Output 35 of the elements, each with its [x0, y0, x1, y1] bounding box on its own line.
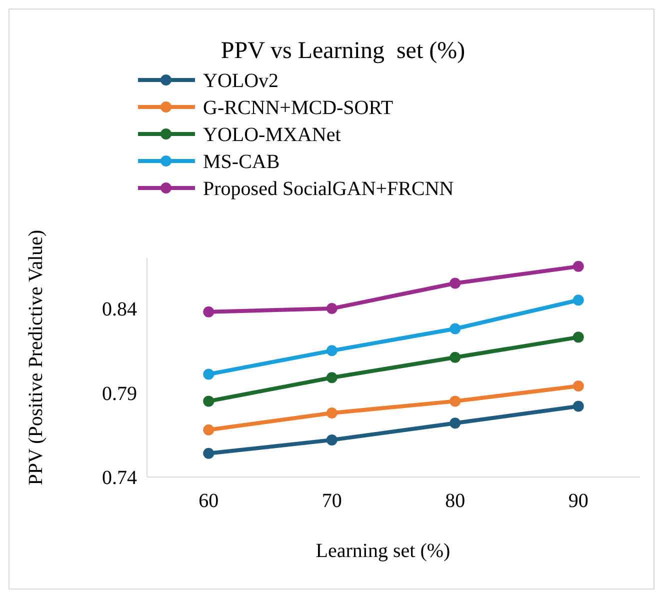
point: [203, 306, 214, 318]
point: [326, 303, 338, 314]
point: [572, 380, 584, 392]
legend-label: YOLOv2: [203, 70, 279, 92]
point: [450, 418, 461, 429]
legend-label: YOLO-MXANet: [203, 124, 342, 146]
point: [450, 396, 461, 407]
y-tick-label: 0.79: [102, 382, 137, 405]
legend-label: MS-CAB: [203, 151, 280, 173]
point: [203, 424, 214, 436]
point: [450, 323, 461, 334]
y-tick-label: 0.84: [102, 298, 137, 321]
chart-title: PPV vs Learning set (%): [220, 38, 466, 64]
point: [572, 332, 584, 343]
point: [572, 260, 584, 272]
y-tick-label: 0.74: [102, 467, 137, 489]
x-tick-label: 70: [322, 490, 342, 512]
point: [450, 352, 461, 363]
x-tick-label: 90: [568, 490, 588, 512]
point: [572, 400, 584, 412]
point: [203, 368, 214, 380]
point: [326, 407, 338, 418]
point: [572, 294, 584, 306]
point: [450, 278, 461, 289]
x-axis-title: Learning set (%): [316, 540, 450, 562]
legend-label: Proposed SocialGAN+FRCNN: [203, 178, 454, 200]
point: [326, 372, 338, 384]
legend-label: G-RCNN+MCD-SORT: [203, 97, 394, 119]
point: [326, 434, 338, 446]
x-tick-label: 80: [445, 490, 466, 512]
point: [203, 448, 214, 459]
point: [203, 396, 214, 407]
x-tick-label: 60: [198, 490, 219, 512]
y-axis-title: PPV (Positive Predictive Value): [25, 230, 47, 486]
point: [326, 345, 338, 356]
